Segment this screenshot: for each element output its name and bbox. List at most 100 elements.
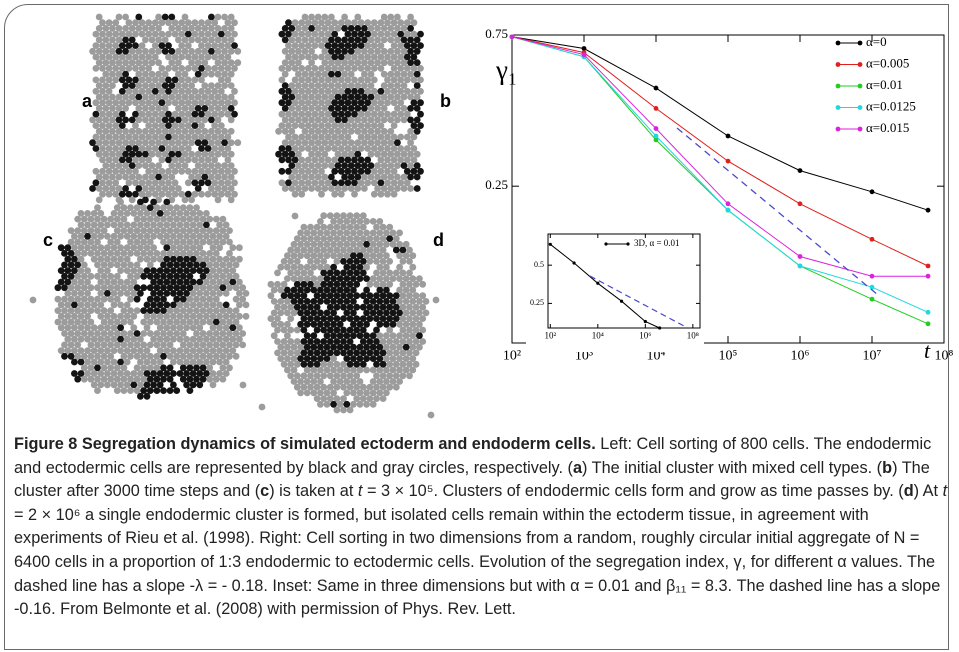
ectoderm-cell [376,252,384,260]
endoderm-cell [278,30,286,38]
ectoderm-cell [104,312,111,320]
ectoderm-cell [179,238,187,246]
ectoderm-cell [399,258,407,265]
ectoderm-cell [95,47,103,55]
endoderm-cell [199,375,207,383]
ectoderm-cell [74,307,82,314]
endoderm-cell [156,278,164,286]
ectoderm-cell [290,275,298,282]
endoderm-cell [201,173,209,181]
ectoderm-cell [138,19,146,27]
ectoderm-cell [165,167,172,175]
ectoderm-cell [334,59,342,67]
ectoderm-cell [304,76,312,84]
endoderm-cell [297,320,304,328]
endoderm-cell [337,99,345,107]
ectoderm-cell [392,383,400,391]
ectoderm-cell [409,320,417,328]
ectoderm-cell [117,278,124,286]
ectoderm-cell [193,307,200,314]
ectoderm-cell [166,307,174,314]
ectoderm-cell [77,255,85,263]
ectoderm-cell [104,335,111,343]
ectoderm-cell [171,167,179,175]
ectoderm-cell [92,99,100,107]
ectoderm-cell [142,185,149,192]
endoderm-cell [229,324,237,332]
ectoderm-cell [146,215,154,223]
ectoderm-cell [366,246,374,254]
endoderm-cell [417,42,424,49]
ectoderm-cell [117,244,124,252]
ectoderm-cell [369,218,377,225]
ectoderm-cell [387,93,395,101]
endoderm-cell [199,261,207,269]
ectoderm-cell [287,246,295,254]
ectoderm-cell [214,47,222,55]
ectoderm-cell [377,110,385,118]
ectoderm-cell [278,76,286,84]
ectoderm-cell [153,215,161,223]
ectoderm-cell [334,82,342,89]
ectoderm-cell [171,19,179,27]
ectoderm-cell [80,352,88,360]
ectoderm-cell [231,99,238,107]
ectoderm-cell [175,25,182,32]
ectoderm-cell [337,122,345,129]
ectoderm-cell [189,324,197,332]
ectoderm-cell [394,13,401,21]
ectoderm-cell [307,235,314,243]
data-point [653,137,659,143]
ectoderm-cell [328,185,335,192]
ectoderm-cell [367,25,375,32]
endoderm-cell [357,87,365,95]
endoderm-cell [163,301,171,309]
endoderm-cell [196,381,204,389]
ectoderm-cell [107,284,115,292]
ectoderm-cell [219,272,227,280]
ectoderm-cell [110,221,118,229]
endoderm-cell [336,332,344,340]
ectoderm-cell [173,215,181,223]
ectoderm-cell [125,30,133,38]
ectoderm-cell [232,272,240,280]
ectoderm-cell [155,116,163,124]
ectoderm-cell [330,378,337,385]
ectoderm-cell [377,99,385,107]
ectoderm-cell [95,105,103,112]
ectoderm-cell [291,53,299,61]
ectoderm-cell [140,352,148,360]
ectoderm-cell [383,366,390,374]
ectoderm-cell [171,122,179,129]
ectoderm-cell [314,13,322,21]
ectoderm-cell [374,127,381,135]
ectoderm-cell [87,215,95,223]
ectoderm-cell [373,258,380,265]
endoderm-cell [373,315,380,322]
ectoderm-cell [148,185,156,192]
stray-cell [239,381,247,389]
ectoderm-cell [148,162,156,170]
ectoderm-cell [298,99,306,107]
endoderm-cell [163,278,171,286]
ectoderm-cell [308,70,315,78]
ectoderm-cell [95,93,103,101]
ectoderm-cell [100,227,108,235]
ectoderm-cell [389,343,397,351]
ectoderm-cell [199,215,207,223]
endoderm-cell [135,93,143,101]
ectoderm-cell [390,122,398,129]
endoderm-cell [166,387,174,394]
ectoderm-cell [208,150,215,158]
ectoderm-cell [186,307,194,314]
endoderm-cell [308,25,315,32]
ectoderm-cell [320,235,328,243]
endoderm-cell [176,267,184,274]
endoderm-cell [118,87,126,95]
endoderm-cell [330,400,337,408]
ectoderm-cell [80,295,88,303]
endoderm-cell [191,110,199,118]
endoderm-cell [208,47,215,55]
ectoderm-cell [291,110,299,118]
endoderm-cell [350,332,357,340]
